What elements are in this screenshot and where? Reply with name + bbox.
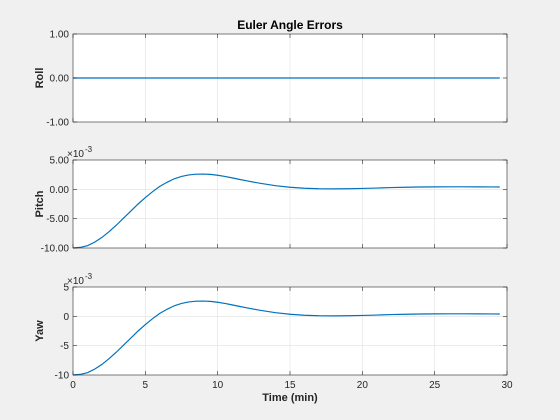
yaw-series-line-0 [72,300,500,376]
pitch-ytick-label-1: -5.00 [46,214,69,225]
yaw-ylabel: Yaw [34,320,46,342]
yaw-xtick-label-5: 25 [429,380,441,391]
pitch-series-line-0 [72,173,500,249]
subplot-stack: -1.00 0.00 1.00 Roll Euler Angle Errors -10.0… [34,18,513,404]
yaw-xtick-label-6: 30 [501,380,513,391]
chart-title: Euler Angle Errors [237,18,343,32]
pitch-ytick-label-3: 5.00 [50,156,70,167]
yaw-xtick-label-4: 20 [357,380,369,391]
pitch-exponent-label: ×10 [67,149,84,160]
pitch-ytick-label-0: -10.00 [41,244,70,255]
roll-ytick-label-0: -1.00 [46,118,69,129]
roll-panel: -1.00 0.00 1.00 Roll Euler Angle Errors [34,18,508,129]
yaw-xtick-label-2: 10 [212,380,224,391]
yaw-ytick-label-1: -5 [60,341,69,352]
yaw-ytick-label-2: 0 [63,312,69,323]
yaw-exponent-label: ×10 [67,276,84,287]
roll-ytick-label-2: 1.00 [50,30,70,41]
yaw-ytick-label-3: 5 [63,283,69,294]
yaw-xlabel: Time (min) [262,392,318,404]
yaw-xtick-label-3: 15 [284,380,296,391]
yaw-exponent-power: -3 [85,272,93,281]
roll-ylabel: Roll [34,68,46,89]
yaw-xtick-label-1: 5 [143,380,149,391]
pitch-panel: -10.00 -5.00 0.00 5.00×10 -3 Pitch [34,145,508,255]
pitch-ytick-label-2: 0.00 [50,185,70,196]
yaw-xtick-label-0: 0 [70,380,76,391]
pitch-ylabel: Pitch [34,190,46,217]
roll-ytick-label-1: 0.00 [50,74,70,85]
pitch-exponent-power: -3 [85,145,93,154]
yaw-ytick-label-0: -10 [55,371,70,382]
